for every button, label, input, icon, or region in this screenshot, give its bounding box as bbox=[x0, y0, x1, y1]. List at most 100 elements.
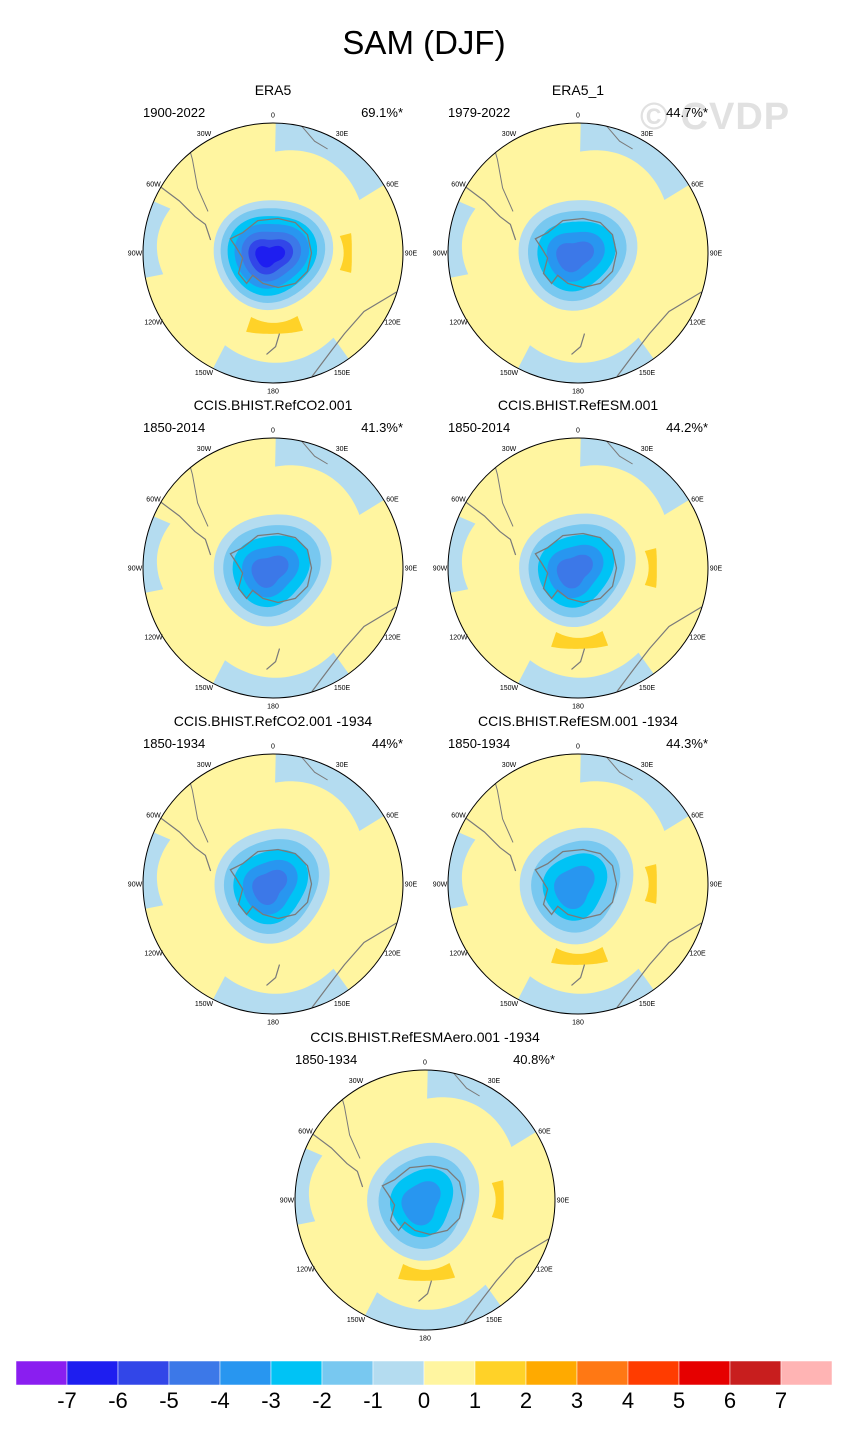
lon-tick-label: 150W bbox=[500, 1001, 519, 1008]
colorbar-box bbox=[576, 1360, 629, 1386]
coastline-africa bbox=[603, 438, 633, 465]
panel-variance-percent: 44.7%* bbox=[666, 105, 708, 120]
lon-tick-label: 90E bbox=[710, 882, 723, 889]
lon-tick-label: 30W bbox=[349, 1078, 364, 1085]
map-outline bbox=[142, 122, 404, 384]
coastline-antarctica bbox=[534, 848, 618, 920]
lon-tick-label: 60W bbox=[146, 182, 161, 189]
coastline-south-america bbox=[153, 181, 212, 241]
colorbar-tick-label: 3 bbox=[570, 1388, 584, 1413]
panel-variance-percent: 44%* bbox=[371, 736, 403, 751]
panel-period: 1850-2014 bbox=[143, 420, 206, 435]
lon-tick-label: 120W bbox=[449, 320, 468, 327]
field-pos-ring bbox=[326, 205, 360, 301]
map-panel: 0 30E 60E 90E 120E 150E 180 150W 120W 90W 60W 30W bbox=[433, 113, 723, 396]
lon-tick-label: 60E bbox=[386, 497, 399, 504]
lon-tick-label: 150E bbox=[639, 370, 656, 377]
field-pos-core bbox=[246, 316, 304, 334]
map-outline bbox=[447, 437, 709, 699]
field-neg-contour bbox=[554, 865, 595, 909]
panel-variance-percent: 44.3%* bbox=[666, 736, 708, 751]
coastline-australia bbox=[616, 922, 702, 1008]
field-pos-ring bbox=[495, 858, 517, 909]
field-neg-contour bbox=[401, 1181, 441, 1226]
field-pos-core bbox=[398, 1263, 456, 1281]
lon-tick-label: 90W bbox=[128, 566, 143, 573]
coastline-antarctica bbox=[229, 532, 313, 604]
lon-tick-label: 90W bbox=[433, 566, 448, 573]
panel-variance-percent: 41.3%* bbox=[361, 420, 403, 435]
coastline-africa bbox=[298, 123, 328, 150]
lon-tick-label: 30E bbox=[488, 1078, 501, 1085]
lon-tick-label: 30W bbox=[197, 446, 212, 453]
lon-tick-label: 60W bbox=[451, 813, 466, 820]
lon-tick-label: 60W bbox=[451, 182, 466, 189]
coastline-new-zealand bbox=[571, 333, 586, 355]
coastline-new-zealand bbox=[571, 964, 586, 986]
coastline-australia bbox=[311, 606, 397, 692]
coastline-africa bbox=[450, 1070, 480, 1097]
map-panel: 0 30E 60E 90E 120E 150E 180 150W 120W 90W 60W 30W bbox=[128, 744, 418, 1027]
coastline-africa bbox=[603, 123, 633, 150]
coastline-australia bbox=[311, 291, 397, 377]
lon-tick-label: 90W bbox=[128, 251, 143, 258]
panel-period: 1900-2022 bbox=[143, 105, 206, 120]
colorbar-tick-label: 2 bbox=[519, 1388, 533, 1413]
lon-tick-label: 180 bbox=[267, 389, 279, 396]
field-pos-core bbox=[491, 1180, 504, 1220]
colorbar-box bbox=[117, 1360, 170, 1386]
colorbar-box bbox=[168, 1360, 221, 1386]
panel-period: 1850-1934 bbox=[448, 736, 511, 751]
field-neg-outer bbox=[275, 754, 395, 831]
field-neg-contour bbox=[556, 241, 594, 273]
lon-tick-label: 150W bbox=[195, 685, 214, 692]
field-pos-ring bbox=[478, 1152, 512, 1248]
lon-tick-label: 120E bbox=[384, 635, 401, 642]
field-pos-ring bbox=[495, 542, 517, 593]
panel-title: CCIS.BHIST.RefCO2.001 -1934 bbox=[173, 713, 373, 729]
lon-tick-label: 60E bbox=[691, 182, 704, 189]
coastline-africa bbox=[298, 754, 328, 781]
lon-tick-label: 150E bbox=[334, 370, 351, 377]
panel-title: CCIS.BHIST.RefESMAero.001 -1934 bbox=[310, 1029, 540, 1045]
lon-tick-label: 180 bbox=[572, 704, 584, 711]
lon-tick-label: 180 bbox=[419, 1336, 431, 1343]
map-outline bbox=[447, 122, 709, 384]
lon-tick-label: 60E bbox=[386, 182, 399, 189]
field-neg-contour bbox=[252, 869, 288, 905]
lon-tick-label: 30E bbox=[336, 762, 349, 769]
colorbar-box bbox=[15, 1360, 68, 1386]
colorbar-box bbox=[627, 1360, 680, 1386]
colorbar-tick-label: -3 bbox=[261, 1388, 281, 1413]
lon-tick-label: 120W bbox=[144, 635, 163, 642]
lon-tick-label: 120E bbox=[689, 951, 706, 958]
colorbar-tick-label: 5 bbox=[672, 1388, 686, 1413]
field-pos-core bbox=[551, 631, 609, 649]
field-neg-contour bbox=[255, 245, 286, 268]
lon-tick-label: 0 bbox=[271, 744, 275, 751]
colorbar-tick-label: 0 bbox=[417, 1388, 431, 1413]
field-neg-outer bbox=[448, 827, 476, 912]
field-pos-core bbox=[644, 548, 657, 588]
lon-tick-label: 120E bbox=[384, 951, 401, 958]
coastline-africa bbox=[298, 438, 328, 465]
lon-tick-label: 120E bbox=[689, 635, 706, 642]
field-pos-ring bbox=[210, 611, 332, 657]
colorbar-tick-label: 4 bbox=[621, 1388, 635, 1413]
field-pos-ring bbox=[631, 836, 665, 932]
panel-title: CCIS.BHIST.RefCO2.001 bbox=[193, 397, 353, 413]
lon-tick-label: 180 bbox=[572, 1020, 584, 1027]
lon-tick-label: 150W bbox=[500, 370, 519, 377]
lon-tick-label: 90W bbox=[128, 882, 143, 889]
panel-period: 1850-1934 bbox=[295, 1052, 358, 1067]
lon-tick-label: 120W bbox=[144, 320, 163, 327]
lon-tick-label: 120E bbox=[384, 320, 401, 327]
field-pos-ring bbox=[210, 927, 332, 973]
coastline-australia bbox=[463, 1238, 549, 1324]
field-pos-ring bbox=[198, 477, 298, 533]
colorbar-tick-label: -1 bbox=[363, 1388, 383, 1413]
coastline-antarctica bbox=[229, 217, 313, 289]
field-pos-ring bbox=[631, 205, 665, 301]
panel-variance-percent: 44.2%* bbox=[666, 420, 708, 435]
lon-tick-label: 180 bbox=[572, 389, 584, 396]
